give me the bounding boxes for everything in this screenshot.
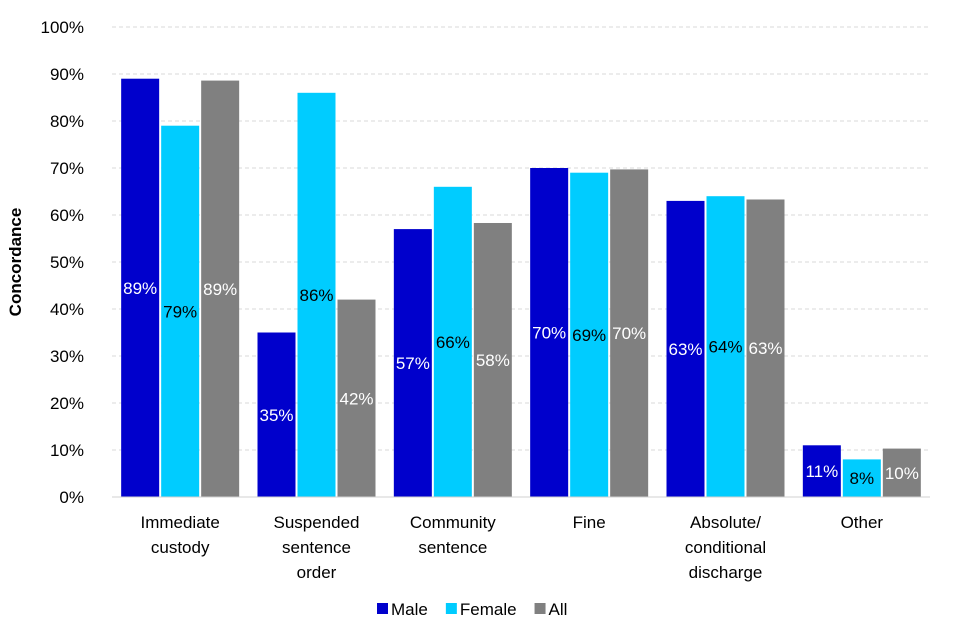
category-labels: Immediate custody Suspended sentence order Co… [140, 513, 883, 582]
bar-all [473, 222, 512, 498]
x-tick-label: Other [841, 513, 884, 532]
data-label: 70% [532, 324, 566, 343]
legend: Male Female All [377, 600, 567, 619]
bar-female [161, 125, 200, 497]
data-label: 10% [885, 464, 919, 483]
y-axis-label: Concordance [6, 208, 25, 317]
y-tick-label: 0% [59, 488, 84, 507]
x-tick-label: Community [410, 513, 496, 532]
data-label: 89% [123, 279, 157, 298]
y-axis-ticks: 0% 10% 20% 30% 40% 50% 60% 70% 80% 90% 100% [41, 18, 84, 507]
data-label: 58% [476, 351, 510, 370]
bar-all [610, 169, 649, 497]
y-tick-label: 90% [50, 65, 84, 84]
y-tick-label: 100% [41, 18, 84, 37]
data-label: 64% [708, 338, 742, 357]
data-label: 35% [259, 406, 293, 425]
bar-all [201, 80, 240, 497]
legend-label-male: Male [391, 600, 428, 619]
bar-male [530, 168, 569, 497]
data-label: 11% [805, 462, 838, 481]
x-tick-label: Fine [573, 513, 606, 532]
legend-swatch-all [534, 603, 546, 614]
data-label: 42% [339, 389, 373, 408]
bar-female [842, 459, 881, 497]
data-label: 63% [748, 339, 782, 358]
data-label: 86% [299, 286, 333, 305]
bars: 89% 79% 89% 35% 86% 42% 57% 66% 58% 70% 69% 70% 63% 6… [121, 78, 921, 498]
y-tick-label: 80% [50, 112, 84, 131]
bar-male [121, 78, 160, 497]
legend-swatch-male [377, 603, 388, 614]
x-tick-label: Absolute/ [690, 513, 761, 532]
bar-female [570, 172, 609, 497]
bar-male [802, 445, 841, 497]
data-label: 63% [668, 340, 702, 359]
bar-male [393, 229, 432, 497]
x-tick-label: discharge [689, 563, 763, 582]
legend-label-female: Female [460, 600, 517, 619]
bar-male [666, 200, 705, 497]
bar-all [882, 448, 921, 497]
bar-all [337, 299, 376, 497]
data-label: 69% [572, 326, 606, 345]
x-tick-label: Immediate [140, 513, 219, 532]
data-label: 57% [396, 354, 430, 373]
bar-male [257, 332, 296, 497]
legend-swatch-female [445, 603, 457, 614]
x-tick-label: conditional [685, 538, 766, 557]
y-tick-label: 30% [50, 347, 84, 366]
y-tick-label: 40% [50, 300, 84, 319]
bar-female [706, 196, 745, 497]
y-tick-label: 20% [50, 394, 84, 413]
data-label: 66% [436, 333, 470, 352]
x-tick-label: Suspended [273, 513, 359, 532]
legend-label-all: All [549, 600, 568, 619]
y-tick-label: 70% [50, 159, 84, 178]
bar-female [297, 92, 336, 498]
y-tick-label: 60% [50, 206, 84, 225]
data-label: 89% [203, 280, 237, 299]
x-tick-label: custody [151, 538, 210, 557]
bar-all [746, 199, 785, 498]
data-label: 70% [612, 324, 646, 343]
y-tick-label: 10% [50, 441, 84, 460]
gridlines [112, 26, 930, 451]
data-label: 8% [850, 469, 875, 488]
x-tick-label: sentence [418, 538, 487, 557]
x-tick-label: order [297, 563, 337, 582]
data-label: 79% [163, 302, 197, 321]
y-tick-label: 50% [50, 253, 84, 272]
x-tick-label: sentence [282, 538, 351, 557]
bar-female [433, 186, 472, 498]
